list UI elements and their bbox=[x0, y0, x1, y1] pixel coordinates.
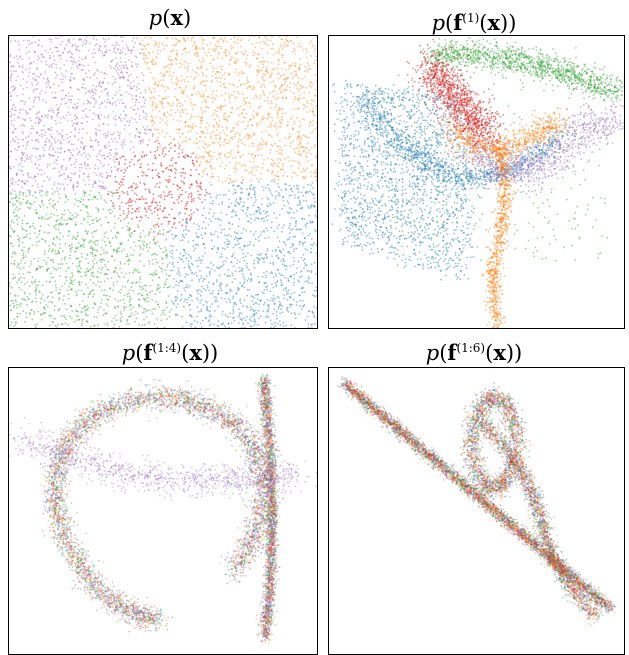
series-green bbox=[43, 373, 280, 641]
series-green bbox=[340, 377, 613, 625]
scatter-svg-px bbox=[9, 36, 317, 328]
series-purple bbox=[339, 377, 616, 624]
series-red bbox=[337, 375, 616, 620]
scatter-svg-pf14 bbox=[9, 373, 317, 645]
series-blue bbox=[165, 179, 317, 328]
series-purple bbox=[9, 377, 317, 641]
scatter-plot-pf14 bbox=[8, 367, 318, 655]
series-blue bbox=[340, 378, 617, 616]
scatter-plot-pf1 bbox=[328, 35, 625, 329]
series-red bbox=[106, 136, 214, 241]
series-orange bbox=[436, 102, 571, 328]
series-red bbox=[406, 38, 510, 163]
scatter-svg-pf1 bbox=[331, 36, 624, 328]
scatter-plot-pf16 bbox=[328, 367, 625, 655]
scatter-plot-px bbox=[8, 35, 318, 329]
series-purple bbox=[448, 97, 624, 199]
panel-title-px: p(x) bbox=[12, 6, 328, 31]
series-green bbox=[9, 190, 173, 328]
series-blue bbox=[41, 374, 281, 642]
series-green bbox=[389, 36, 624, 267]
series-orange bbox=[40, 377, 281, 645]
series-orange bbox=[339, 383, 616, 627]
series-orange bbox=[141, 36, 317, 184]
panel-title-pf1: p(f(1)(x)) bbox=[316, 6, 629, 36]
series-blue bbox=[331, 79, 575, 281]
panel-title-pf16: p(f(1:6)(x)) bbox=[316, 336, 629, 366]
series-red bbox=[41, 374, 282, 643]
scatter-svg-pf16 bbox=[337, 375, 617, 627]
panel-title-pf14: p(f(1:4)(x)) bbox=[12, 336, 328, 366]
series-purple bbox=[9, 36, 154, 194]
